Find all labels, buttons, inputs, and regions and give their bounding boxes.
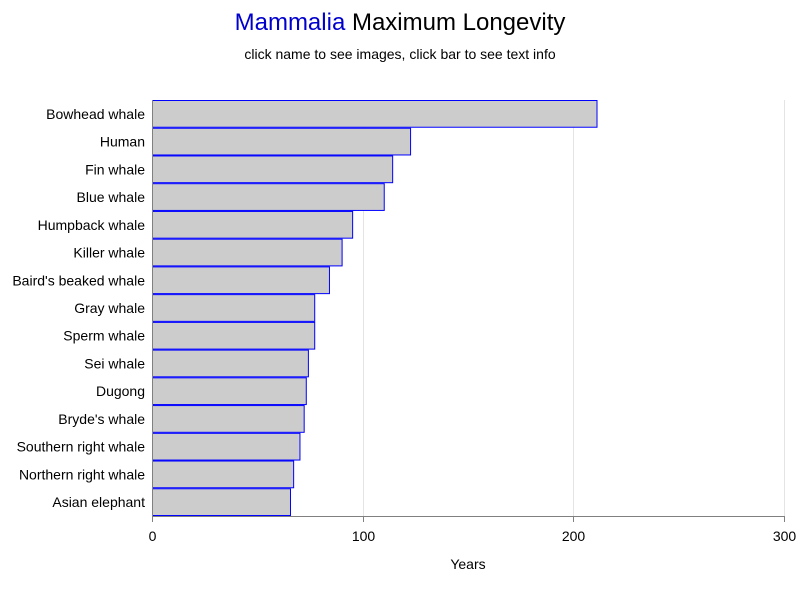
category-label-bryde-s-whale[interactable]: Bryde's whale [58,411,145,427]
x-tick-label-0: 0 [149,528,157,544]
category-label-southern-right-whale[interactable]: Southern right whale [17,439,146,455]
x-tick-label-300: 300 [773,528,797,544]
x-tick-label-200: 200 [562,528,586,544]
title-taxon-link[interactable]: Mammalia [234,9,346,36]
bar-killer-whale[interactable] [152,238,343,267]
bar-northern-right-whale[interactable] [152,460,295,489]
category-label-blue-whale[interactable]: Blue whale [77,189,146,205]
bar-bowhead-whale[interactable] [152,100,598,128]
chart-title: Mammalia Maximum Longevity [0,8,800,38]
category-label-sei-whale[interactable]: Sei whale [84,355,145,371]
x-tick-label-100: 100 [352,528,376,544]
category-label-killer-whale[interactable]: Killer whale [73,245,145,261]
bar-bryde-s-whale[interactable] [152,405,305,433]
bar-dugong[interactable] [152,377,307,406]
bar-southern-right-whale[interactable] [152,432,301,461]
x-axis-title: Years [450,556,485,572]
axes: 0 100 200 300 [149,100,797,544]
title-text: Maximum Longevity [345,9,566,36]
bar-fin-whale[interactable] [152,155,394,184]
category-label-sperm-whale[interactable]: Sperm whale [63,328,145,344]
category-labels: Bowhead whale Human Fin whale Blue whale Hum… [12,106,145,510]
bar-blue-whale[interactable] [152,183,385,211]
bar-sei-whale[interactable] [152,349,309,378]
bars [152,100,598,516]
bar-gray-whale[interactable] [152,294,316,322]
category-label-bowhead-whale[interactable]: Bowhead whale [46,106,145,122]
category-label-northern-right-whale[interactable]: Northern right whale [19,466,145,482]
chart-subtitle: click name to see images, click bar to s… [244,46,556,62]
category-label-humpback-whale[interactable]: Humpback whale [38,217,146,233]
bar-baird-s-beaked-whale[interactable] [152,266,330,295]
bar-humpback-whale[interactable] [152,210,354,239]
bar-asian-elephant[interactable] [152,488,291,516]
gridlines [363,100,785,516]
category-label-baird-s-beaked-whale[interactable]: Baird's beaked whale [12,272,145,288]
bar-human[interactable] [152,127,412,156]
category-label-human[interactable]: Human [100,134,145,150]
category-label-fin-whale[interactable]: Fin whale [85,161,145,177]
category-label-gray-whale[interactable]: Gray whale [74,300,145,316]
category-label-dugong[interactable]: Dugong [96,383,145,399]
category-label-asian-elephant[interactable]: Asian elephant [52,494,145,510]
bar-sperm-whale[interactable] [152,321,316,350]
